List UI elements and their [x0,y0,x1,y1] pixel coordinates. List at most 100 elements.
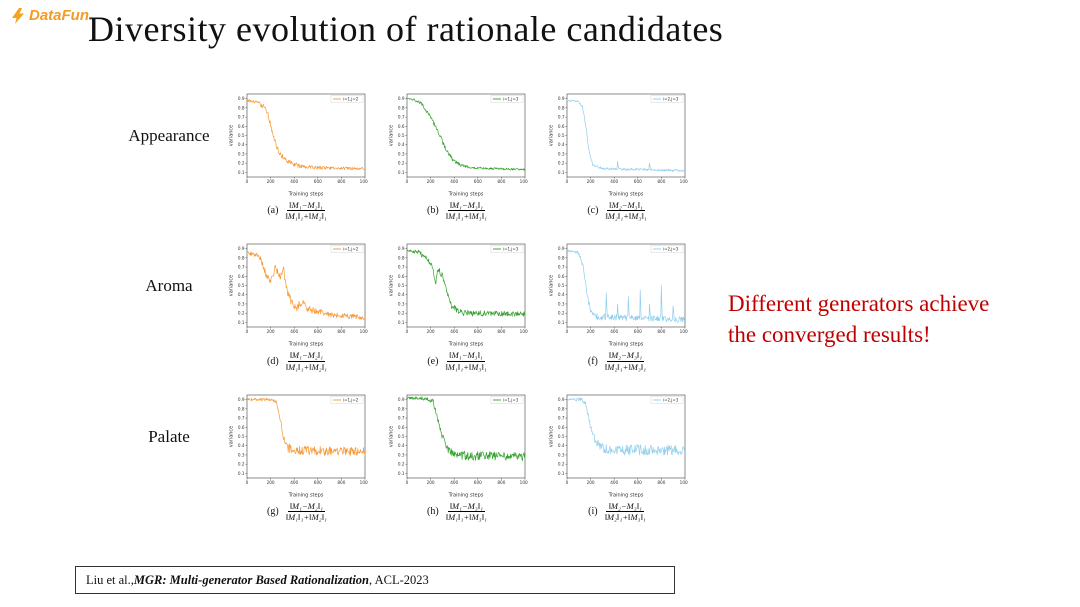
svg-text:variance: variance [389,275,395,297]
svg-text:Training steps: Training steps [608,342,644,348]
svg-text:1000: 1000 [520,480,528,485]
chart-cell-c: 0.1 0.2 0.3 0.4 0.5 0.6 0.7 0.8 0.9 0 200 400 600 800… [548,88,688,221]
formula-numerator: ‖M₂−M₃‖₁ [606,350,645,362]
svg-text:600: 600 [314,480,322,485]
datafun-logo-icon [10,7,26,24]
svg-text:200: 200 [427,179,435,184]
figure-caption-d: (d) ‖M₁−M₂‖₁ ‖M₁‖₁+‖M₂‖₁ [228,350,368,371]
svg-text:0.7: 0.7 [558,265,565,270]
svg-text:0: 0 [406,329,409,334]
citation-pre: Liu et al., [86,572,134,587]
line-chart-h: 0.1 0.2 0.3 0.4 0.5 0.6 0.7 0.8 0.9 0 200 400 600 800… [389,394,528,498]
svg-text:0.7: 0.7 [238,265,245,270]
svg-text:600: 600 [634,480,642,485]
row-label-aroma: Aroma [145,276,193,296]
slide-title: Diversity evolution of rationale candida… [88,9,724,49]
figure-caption-label: (d) [267,355,279,367]
svg-text:200: 200 [587,480,595,485]
svg-text:600: 600 [474,329,482,334]
svg-text:800: 800 [497,480,505,485]
svg-text:0.3: 0.3 [398,302,405,307]
svg-text:variance: variance [229,425,235,447]
formula-numerator: ‖M₁−M₂‖₁ [287,350,326,362]
svg-text:0.3: 0.3 [238,302,245,307]
charts-grid: Appearance 0.1 0.2 0.3 0.4 0.5 0.6 0.7 0.8 0.9 0 20… [110,88,708,539]
svg-text:variance: variance [229,125,235,147]
svg-text:0.2: 0.2 [398,311,405,316]
svg-text:0.9: 0.9 [398,397,405,402]
chart-row-appearance: Appearance 0.1 0.2 0.3 0.4 0.5 0.6 0.7 0.8 0.9 0 20… [110,88,708,221]
svg-text:600: 600 [474,480,482,485]
svg-text:i=1,j=2: i=1,j=2 [343,247,359,252]
svg-text:1000: 1000 [360,480,368,485]
formula-numerator: ‖M₂−M₃‖₁ [606,500,644,512]
svg-text:0.6: 0.6 [398,274,405,279]
svg-text:0.1: 0.1 [398,471,405,476]
svg-text:0.4: 0.4 [398,443,405,448]
line-chart-i: 0.1 0.2 0.3 0.4 0.5 0.6 0.7 0.8 0.9 0 200 400 600 800… [549,394,688,498]
svg-text:0.4: 0.4 [558,293,565,298]
formula-denominator: ‖M₂‖₁+‖M₃‖₁ [605,211,647,222]
svg-text:0.3: 0.3 [398,151,405,156]
chart-cell-i: 0.1 0.2 0.3 0.4 0.5 0.6 0.7 0.8 0.9 0 200 400 600 800… [548,389,688,522]
formula-denominator: ‖M₂‖₁+‖M₃‖₁ [604,511,646,522]
svg-text:1000: 1000 [680,179,688,184]
svg-text:0.4: 0.4 [558,142,565,147]
figure-caption-formula: ‖M₁−M₃‖₁ ‖M₁‖₁+‖M₃‖₁ [444,501,489,522]
svg-text:0.8: 0.8 [558,105,565,110]
svg-text:0.1: 0.1 [558,170,565,175]
svg-text:0.5: 0.5 [558,283,565,288]
formula-denominator: ‖M₁‖₁+‖M₃‖₁ [445,511,487,522]
svg-text:variance: variance [549,275,555,297]
svg-text:800: 800 [657,480,665,485]
svg-text:0.7: 0.7 [398,115,405,120]
svg-text:0.6: 0.6 [238,274,245,279]
svg-text:0.9: 0.9 [558,246,565,251]
svg-text:1000: 1000 [520,179,528,184]
figure-caption-f: (f) ‖M₂−M₃‖₁ ‖M₂‖₁+‖M₃‖₁ [548,350,688,371]
svg-text:0.2: 0.2 [238,311,245,316]
svg-text:i=2,j=3: i=2,j=3 [663,397,679,402]
figure-caption-a: (a) ‖M₁−M₂‖₁ ‖M₁‖₁+‖M₂‖₁ [228,200,368,221]
svg-text:0: 0 [406,179,409,184]
formula-numerator: ‖M₁−M₂‖₁ [287,200,325,212]
svg-text:0.4: 0.4 [398,293,405,298]
svg-text:i=1,j=3: i=1,j=3 [503,397,519,402]
svg-text:0.8: 0.8 [398,256,405,261]
svg-text:0.7: 0.7 [558,415,565,420]
datafun-logo: DataFun. [10,7,93,24]
svg-text:600: 600 [634,329,642,334]
svg-text:200: 200 [587,329,595,334]
figure-caption-formula: ‖M₁−M₂‖₁ ‖M₁‖₁+‖M₂‖₁ [284,501,329,522]
svg-text:0.2: 0.2 [238,461,245,466]
svg-text:0.3: 0.3 [238,151,245,156]
svg-text:0.8: 0.8 [558,256,565,261]
chart-cell-b: 0.1 0.2 0.3 0.4 0.5 0.6 0.7 0.8 0.9 0 200 400 600 800… [388,88,528,221]
svg-text:0.3: 0.3 [558,302,565,307]
svg-text:0.7: 0.7 [558,115,565,120]
figure-caption-label: (b) [427,205,439,217]
formula-numerator: ‖M₁−M₃‖₁ [447,200,486,212]
svg-text:0.2: 0.2 [398,161,405,166]
figure-caption-label: (c) [587,205,599,217]
svg-text:400: 400 [450,329,458,334]
svg-text:Training steps: Training steps [608,492,644,498]
svg-text:0.8: 0.8 [398,105,405,110]
svg-text:0.6: 0.6 [558,425,565,430]
svg-text:0: 0 [566,480,569,485]
svg-text:0: 0 [246,480,249,485]
figure-caption-b: (b) ‖M₁−M₃‖₁ ‖M₁‖₁+‖M₃‖₁ [388,200,528,221]
svg-text:0.4: 0.4 [558,443,565,448]
svg-text:0.1: 0.1 [238,170,245,175]
svg-text:variance: variance [389,425,395,447]
svg-text:800: 800 [337,480,345,485]
figure-caption-label: (e) [427,355,439,367]
svg-text:0.6: 0.6 [398,425,405,430]
svg-text:0.1: 0.1 [398,320,405,325]
svg-text:0.7: 0.7 [398,415,405,420]
formula-denominator: ‖M₁‖₁+‖M₃‖₁ [445,361,487,372]
svg-text:0.7: 0.7 [238,115,245,120]
svg-text:200: 200 [267,179,275,184]
svg-text:0.7: 0.7 [238,415,245,420]
